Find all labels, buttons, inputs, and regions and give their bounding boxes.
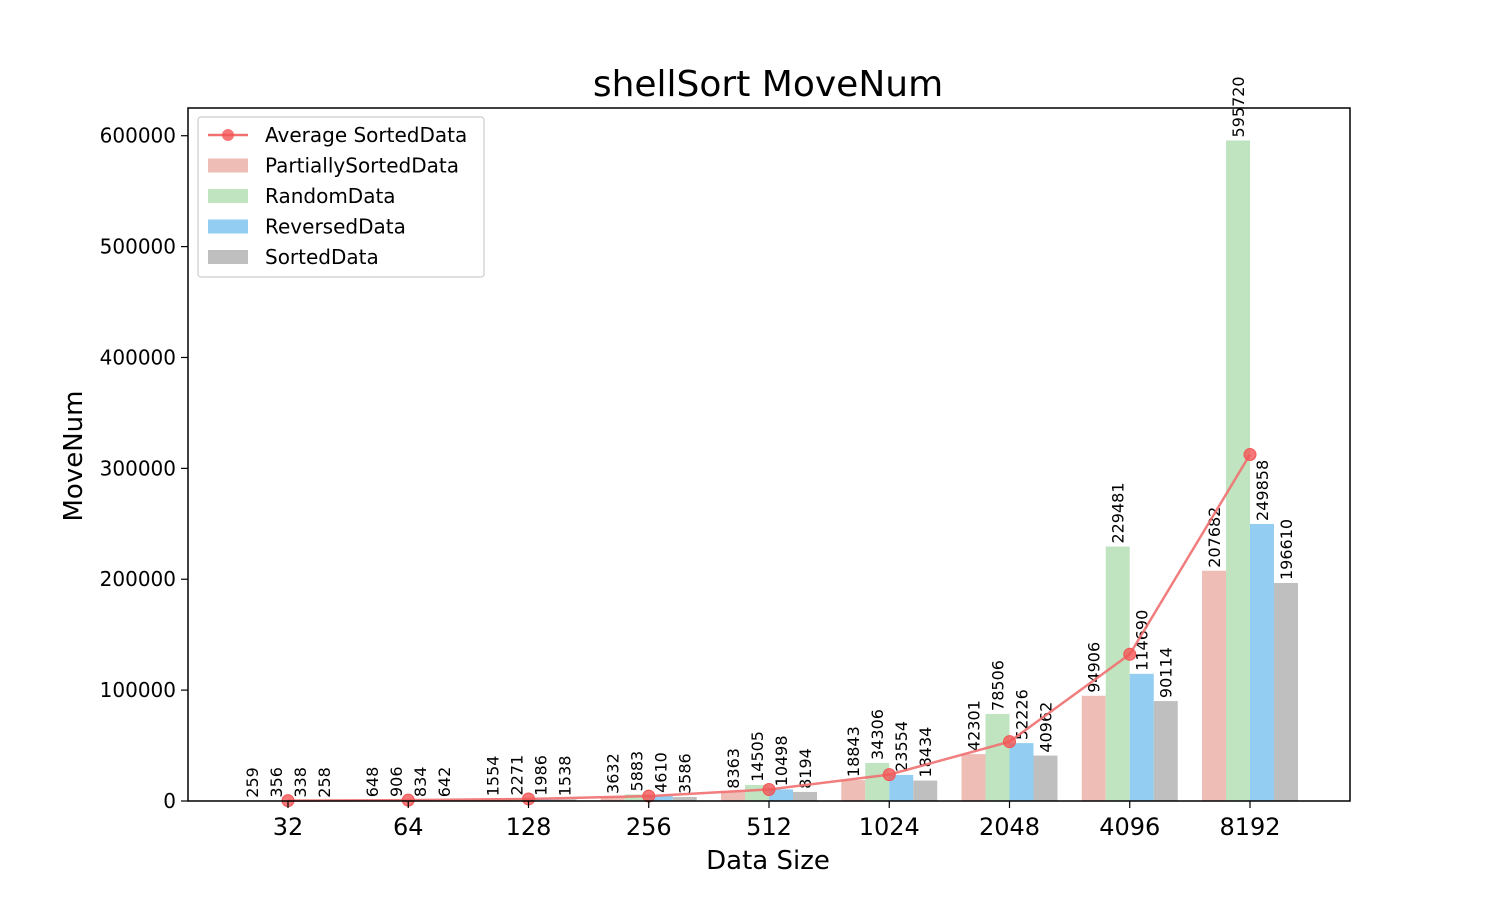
bar-RandomData-1024 xyxy=(865,762,890,801)
line-point-8192 xyxy=(1243,448,1257,462)
bar-label-ReversedData-8192: 249858 xyxy=(1253,460,1272,521)
bar-ReversedData-512 xyxy=(769,789,793,801)
bar-label-RandomData-32: 356 xyxy=(267,767,286,798)
bar-ReversedData-256 xyxy=(648,795,673,801)
bar-RandomData-4096 xyxy=(1105,546,1130,801)
bar-label-PartiallySortedData-1024: 18843 xyxy=(844,726,863,777)
bar-label-RandomData-128: 2271 xyxy=(508,755,527,796)
bar-label-ReversedData-1024: 23554 xyxy=(892,721,911,772)
x-tick-label-2048: 2048 xyxy=(979,813,1040,841)
bar-SortedData-256 xyxy=(672,797,697,801)
bar-label-ReversedData-128: 1986 xyxy=(532,755,551,796)
legend-swatch-SortedData xyxy=(208,250,248,264)
legend-swatch-ReversedData xyxy=(208,219,248,234)
plot-area: 259 648 1554 3632 8363 1884342301949062076823… xyxy=(100,76,1351,841)
bar-label-ReversedData-256: 4610 xyxy=(652,752,671,793)
bar-RandomData-8192 xyxy=(1226,140,1250,801)
bar-SortedData-512 xyxy=(793,791,817,801)
bar-label-RandomData-64: 906 xyxy=(387,766,406,797)
bar-label-RandomData-4096: 229481 xyxy=(1109,482,1128,543)
bar-label-SortedData-256: 3586 xyxy=(676,753,695,794)
y-tick-label-100000: 100000 xyxy=(100,678,176,702)
bar-label-ReversedData-64: 834 xyxy=(411,767,430,798)
legend-label-line: Average SortedData xyxy=(265,123,467,147)
bar-label-PartiallySortedData-32: 259 xyxy=(243,767,262,798)
bar-RandomData-256 xyxy=(624,794,649,801)
bar-label-PartiallySortedData-2048: 42301 xyxy=(965,700,984,751)
line-point-2048 xyxy=(1003,735,1016,749)
bar-label-SortedData-8192: 196610 xyxy=(1277,519,1296,580)
y-axis-label: MoveNum xyxy=(59,391,89,522)
bar-label-ReversedData-32: 338 xyxy=(291,767,310,798)
bar-ReversedData-2048 xyxy=(1009,743,1034,801)
y-tick-label-200000: 200000 xyxy=(100,567,176,591)
bar-SortedData-8192 xyxy=(1274,582,1298,801)
x-tick-label-32: 32 xyxy=(273,813,304,841)
legend-swatch-RandomData xyxy=(208,189,248,203)
legend-swatch-PartiallySortedData xyxy=(208,158,248,173)
legend-box xyxy=(197,116,485,278)
line-point-1024 xyxy=(882,768,896,782)
bar-label-ReversedData-2048: 52226 xyxy=(1013,689,1032,740)
bar-label-PartiallySortedData-256: 3632 xyxy=(604,753,623,794)
bar-label-RandomData-256: 5883 xyxy=(628,751,647,792)
bar-label-PartiallySortedData-64: 648 xyxy=(363,767,382,798)
bar-SortedData-1024 xyxy=(913,780,938,801)
x-tick-label-256: 256 xyxy=(626,813,672,841)
x-tick-label-512: 512 xyxy=(746,813,792,841)
bar-label-SortedData-64: 642 xyxy=(435,767,454,798)
legend-label-ReversedData: ReversedData xyxy=(265,215,406,239)
bar-RandomData-2048 xyxy=(985,713,1010,801)
x-axis-label: Data Size xyxy=(706,846,830,876)
bar-label-SortedData-2048: 40962 xyxy=(1037,702,1056,753)
bar-label-RandomData-2048: 78506 xyxy=(989,660,1008,711)
x-tick-label-1024: 1024 xyxy=(859,813,920,841)
legend-label-SortedData: SortedData xyxy=(265,245,379,269)
y-tick-label-0: 0 xyxy=(163,789,176,813)
bar-PartiallySortedData-512 xyxy=(721,791,745,801)
bar-SortedData-4096 xyxy=(1153,701,1178,801)
x-tick-label-4096: 4096 xyxy=(1099,813,1160,841)
bar-label-SortedData-128: 1538 xyxy=(556,756,575,797)
chart-title: shellSort MoveNum xyxy=(593,64,943,105)
bar-label-PartiallySortedData-4096: 94906 xyxy=(1085,642,1104,693)
bar-PartiallySortedData-1024 xyxy=(841,780,866,801)
y-tick-label-600000: 600000 xyxy=(100,124,176,148)
bar-PartiallySortedData-4096 xyxy=(1081,695,1106,801)
bar-PartiallySortedData-256 xyxy=(600,796,625,801)
bar-SortedData-128 xyxy=(552,799,577,801)
bar-ReversedData-4096 xyxy=(1129,673,1154,801)
legend-line-marker xyxy=(222,129,234,141)
bar-label-SortedData-512: 8194 xyxy=(796,748,815,789)
bar-label-SortedData-32: 258 xyxy=(315,767,334,798)
legend-label-RandomData: RandomData xyxy=(265,184,396,208)
line-point-4096 xyxy=(1123,647,1137,661)
bar-label-PartiallySortedData-128: 1554 xyxy=(484,756,503,797)
bar-label-SortedData-1024: 18434 xyxy=(916,727,935,778)
bar-SortedData-2048 xyxy=(1033,755,1058,801)
bar-label-SortedData-4096: 90114 xyxy=(1157,647,1176,698)
y-tick-label-500000: 500000 xyxy=(100,235,176,259)
legend-label-PartiallySortedData: PartiallySortedData xyxy=(265,154,459,178)
bar-label-PartiallySortedData-512: 8363 xyxy=(724,748,743,789)
bar-label-ReversedData-512: 10498 xyxy=(772,735,791,786)
y-tick-label-300000: 300000 xyxy=(100,456,176,480)
line-point-512 xyxy=(762,782,776,796)
bar-label-RandomData-8192: 595720 xyxy=(1229,76,1248,137)
bar-label-RandomData-512: 14505 xyxy=(748,731,767,782)
y-tick-label-400000: 400000 xyxy=(100,345,176,369)
bar-PartiallySortedData-2048 xyxy=(961,754,986,801)
x-tick-label-8192: 8192 xyxy=(1219,813,1280,841)
bar-label-ReversedData-4096: 114690 xyxy=(1133,610,1152,671)
bar-label-RandomData-1024: 34306 xyxy=(868,709,887,760)
bar-PartiallySortedData-8192 xyxy=(1202,570,1226,801)
x-tick-label-64: 64 xyxy=(393,813,424,841)
x-tick-label-128: 128 xyxy=(506,813,552,841)
bar-ReversedData-8192 xyxy=(1250,523,1274,801)
